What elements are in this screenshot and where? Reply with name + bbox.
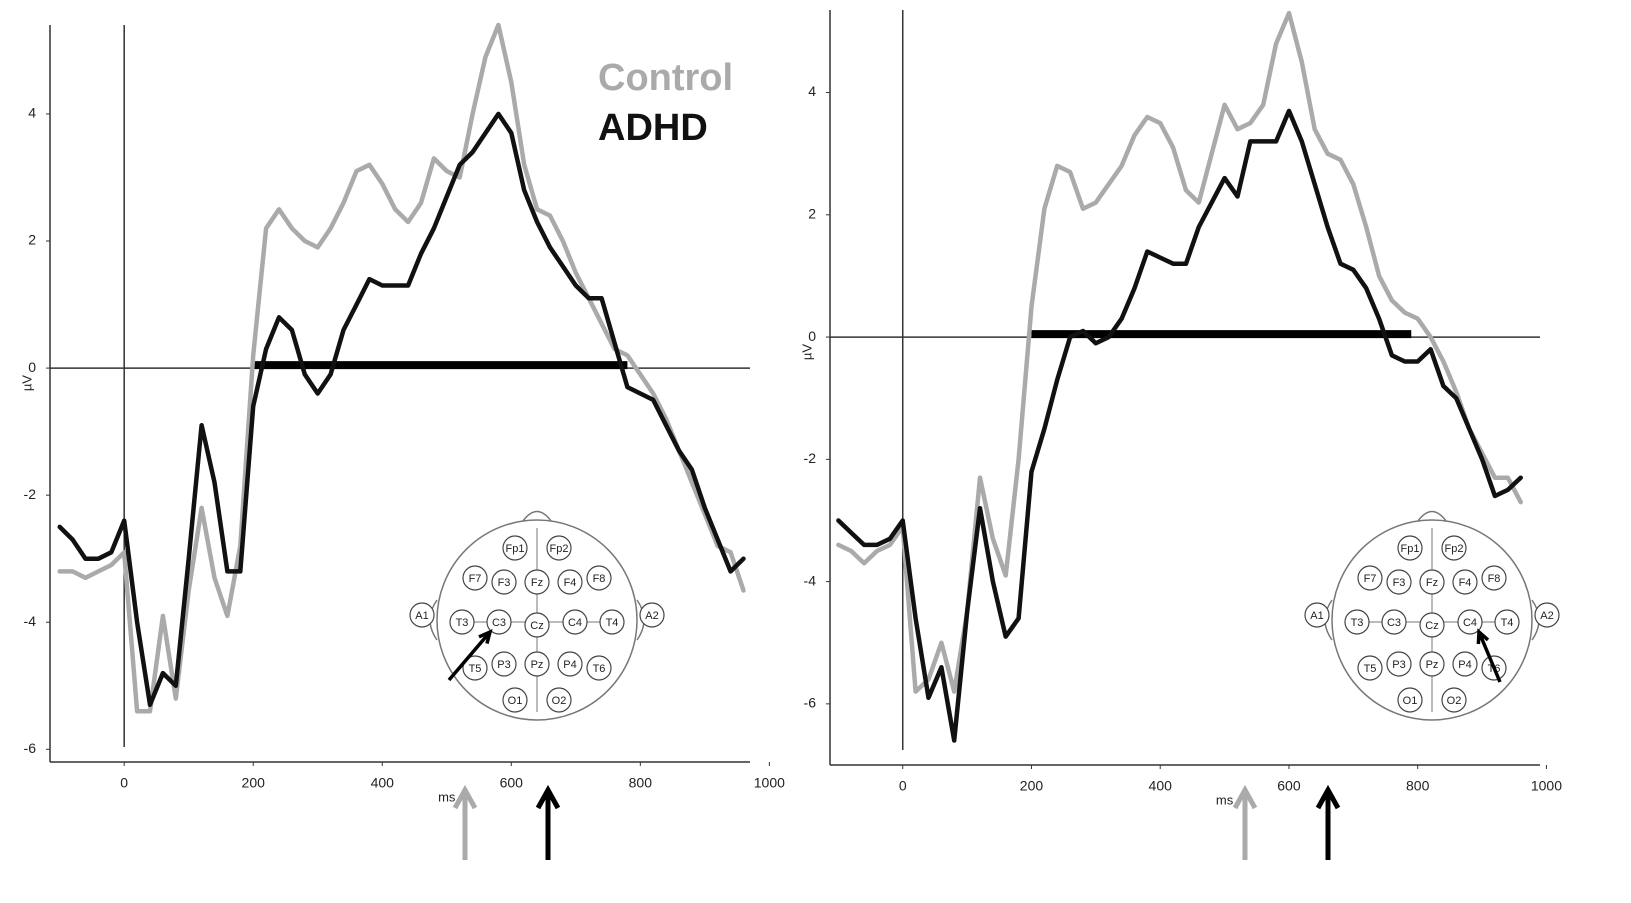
y-tick-label: 2 — [808, 206, 816, 222]
y-tick-label: -6 — [24, 740, 37, 756]
y-tick-label: -2 — [24, 486, 37, 502]
electrode-label: F4 — [564, 577, 577, 589]
electrode-label: O2 — [552, 695, 567, 707]
electrode-label: F7 — [469, 573, 482, 585]
x-tick-label: 800 — [1406, 778, 1430, 794]
electrode-label: F3 — [498, 577, 511, 589]
electrode-label: T4 — [606, 617, 619, 629]
y-tick-label: -6 — [804, 695, 817, 711]
electrode-label: F8 — [593, 573, 606, 585]
chart-panel: -6 -4 -2 0 2 4 0 200 400 600 800 1000 ms µV Control ADH… — [19, 25, 785, 804]
electrode-label: Fz — [1426, 577, 1438, 589]
electrode-label: C4 — [568, 617, 582, 629]
y-tick-label: -2 — [804, 450, 817, 466]
control-arrow — [455, 790, 475, 860]
electrode-label: T3 — [456, 617, 469, 629]
electrode-label: F8 — [1488, 573, 1501, 585]
electrode-label: P4 — [563, 659, 576, 671]
x-tick-label: 400 — [371, 775, 395, 791]
electrode-label: F3 — [1393, 577, 1406, 589]
electrode-label: O1 — [508, 695, 523, 707]
latency-arrows — [455, 790, 1338, 860]
x-tick-label: 600 — [500, 775, 524, 791]
electrode-label: A2 — [1540, 610, 1553, 622]
electrode-label: T4 — [1501, 617, 1514, 629]
electrode-label: Fz — [531, 577, 543, 589]
electrode-label: P3 — [497, 659, 510, 671]
electrode-map: Fp1 Fp2 F7 F3 Fz F4 F8 A1 T3 C3 Cz C4 T4 A2 T5 P3 Pz P4 T6… — [402, 505, 672, 725]
adhd-arrow — [538, 790, 558, 860]
electrode-label: Pz — [1426, 659, 1439, 671]
y-tick-label: 0 — [28, 359, 36, 375]
x-tick-label: 200 — [1020, 778, 1044, 794]
y-tick-label: 2 — [28, 232, 36, 248]
x-tick-label: 1000 — [754, 775, 785, 791]
y-tick-label: 4 — [808, 83, 816, 99]
electrode-label: Cz — [530, 620, 543, 632]
y-tick-label: -4 — [804, 572, 817, 588]
electrode-label: Fp2 — [1445, 543, 1464, 555]
electrode-label: Pz — [531, 659, 544, 671]
electrode-label: C4 — [1463, 617, 1477, 629]
electrode-label: T3 — [1351, 617, 1364, 629]
electrode-label: Cz — [1425, 620, 1438, 632]
legend-entry: ADHD — [598, 107, 708, 149]
y-axis-title: µV — [799, 344, 814, 360]
electrode-label: C3 — [492, 617, 506, 629]
y-tick-label: 0 — [808, 328, 816, 344]
electrode-label: A1 — [415, 610, 428, 622]
x-tick-label: 400 — [1149, 778, 1173, 794]
control-arrow — [1235, 790, 1255, 860]
x-tick-label: 1000 — [1531, 778, 1562, 794]
y-axis-title: µV — [19, 375, 34, 391]
electrode-label: F7 — [1364, 573, 1377, 585]
x-tick-label: 0 — [899, 778, 907, 794]
electrode-label: Fp1 — [506, 543, 525, 555]
adhd-arrow — [1318, 790, 1338, 860]
electrode-label: T5 — [1364, 663, 1377, 675]
electrode-label: P4 — [1458, 659, 1471, 671]
electrode-label: O2 — [1447, 695, 1462, 707]
page: {"chart_data": [ {"type": "line", "x_lab… — [0, 0, 1631, 903]
x-axis-title: ms — [438, 789, 456, 804]
electrode-label: Fp1 — [1401, 543, 1420, 555]
x-tick-label: 0 — [120, 775, 128, 791]
electrode-label: P3 — [1392, 659, 1405, 671]
legend-entry: Control — [598, 57, 733, 99]
chart-panel: -6 -4 -2 0 2 4 0 200 400 600 800 1000 ms µV Fp1 Fp2 F7 F3… — [799, 10, 1567, 807]
electrode-label: T5 — [469, 663, 482, 675]
y-tick-label: -4 — [24, 613, 37, 629]
x-axis-title: ms — [1216, 792, 1234, 807]
electrode-label: A1 — [1310, 610, 1323, 622]
electrode-label: C3 — [1387, 617, 1401, 629]
electrode-label: O1 — [1403, 695, 1418, 707]
x-tick-label: 600 — [1277, 778, 1301, 794]
x-tick-label: 800 — [629, 775, 653, 791]
x-tick-label: 200 — [242, 775, 266, 791]
y-tick-label: 4 — [28, 105, 36, 121]
figure: -6-4-202402004006008001000msµVControlADH… — [0, 0, 1631, 903]
electrode-label: A2 — [645, 610, 658, 622]
electrode-label: Fp2 — [550, 543, 569, 555]
electrode-label: F4 — [1459, 577, 1472, 589]
electrode-label: T6 — [593, 663, 606, 675]
